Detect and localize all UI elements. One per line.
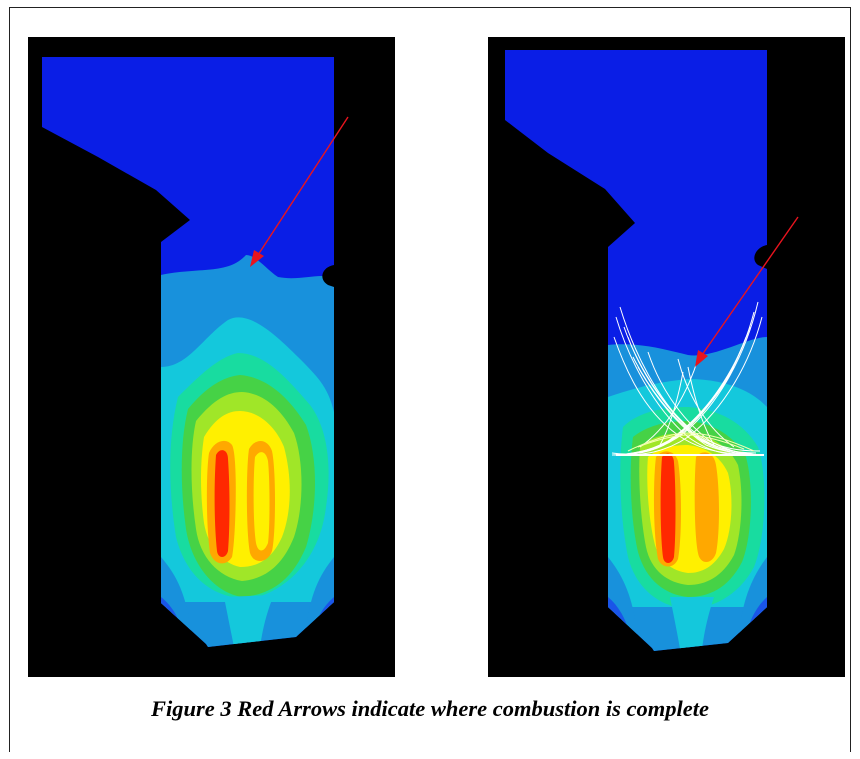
figure-frame [9, 7, 851, 752]
figure-caption: Figure 3 Red Arrows indicate where combu… [151, 696, 709, 721]
contour-plot-right-svg [488, 37, 845, 677]
combustion-arrow-right [695, 216, 799, 367]
contour-plot-left-svg [28, 37, 395, 677]
contour-plot-right [488, 37, 845, 677]
particle-tracks [611, 301, 765, 456]
contour-plot-left [28, 37, 395, 677]
combustion-arrow-left [250, 116, 349, 267]
